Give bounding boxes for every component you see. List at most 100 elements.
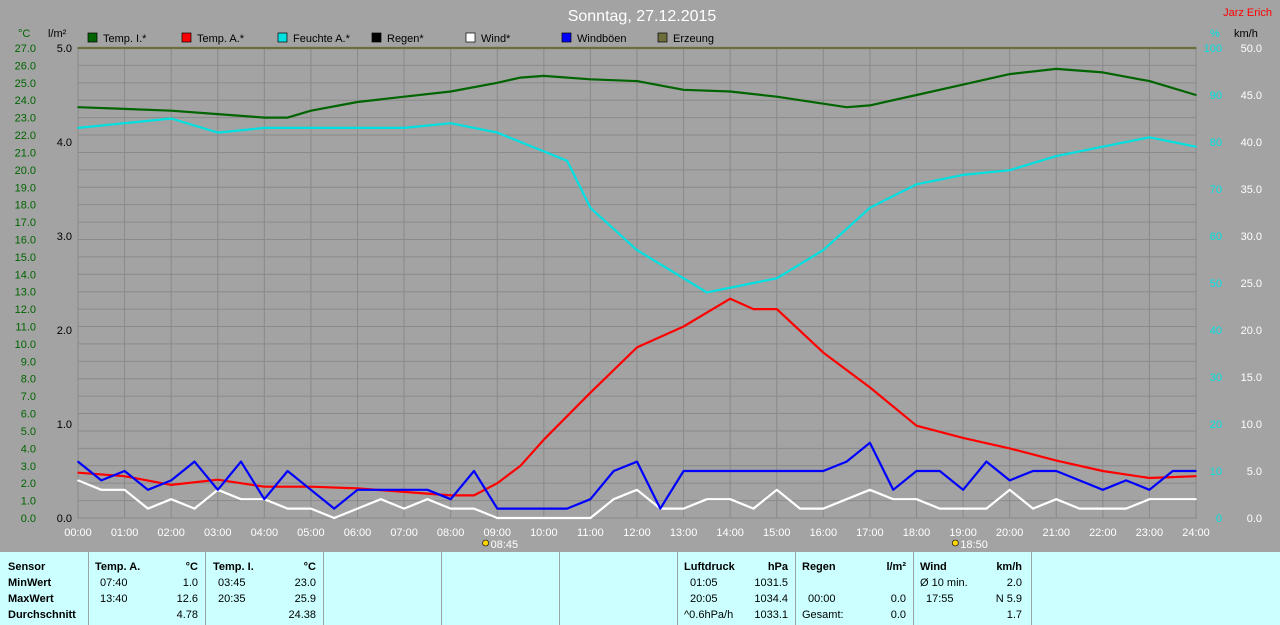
series-point bbox=[799, 470, 801, 472]
series-point bbox=[263, 498, 266, 501]
series-point bbox=[566, 517, 568, 519]
series-point bbox=[217, 131, 219, 134]
series-point bbox=[636, 80, 638, 82]
humidity-tick-label: 80 bbox=[1210, 137, 1222, 149]
rain-tick-label: 2.0 bbox=[57, 325, 72, 337]
temp-tick-label: 14.0 bbox=[15, 269, 36, 281]
series-point bbox=[869, 442, 871, 444]
x-tick-label: 23:00 bbox=[1136, 527, 1164, 539]
series-point bbox=[752, 470, 755, 472]
series-point bbox=[519, 517, 522, 519]
series-point bbox=[845, 498, 848, 501]
rain-value: 0.0 bbox=[890, 593, 906, 605]
temp-tick-label: 22.0 bbox=[15, 130, 36, 142]
series-point bbox=[892, 498, 894, 501]
sun-icon bbox=[482, 539, 489, 547]
sun-time-label: 18:50 bbox=[960, 539, 988, 551]
rain-tick-label: 3.0 bbox=[57, 231, 72, 243]
series-point bbox=[636, 47, 638, 49]
series-point bbox=[1102, 489, 1104, 491]
series-point bbox=[1055, 498, 1058, 501]
humidity-axis-unit: % bbox=[1210, 28, 1220, 40]
series-point bbox=[449, 90, 452, 93]
x-tick-label: 07:00 bbox=[390, 527, 418, 539]
series-point bbox=[1171, 470, 1174, 472]
series-point bbox=[543, 507, 545, 510]
series-point bbox=[310, 489, 312, 491]
temp-i-unit: °C bbox=[303, 561, 316, 573]
series-point bbox=[962, 83, 964, 86]
series-point bbox=[496, 517, 499, 519]
legend-swatch bbox=[657, 32, 668, 43]
series-point bbox=[77, 127, 79, 129]
series-point bbox=[589, 498, 592, 501]
series-point bbox=[426, 489, 429, 491]
temp-i-min-value: 23.0 bbox=[294, 577, 316, 589]
temp-tick-label: 20.0 bbox=[15, 165, 36, 177]
series-point bbox=[356, 127, 359, 129]
divider bbox=[88, 552, 89, 625]
divider bbox=[205, 552, 206, 625]
x-tick-label: 02:00 bbox=[157, 527, 185, 539]
series-point bbox=[729, 286, 731, 289]
legend: Temp. I.* Temp. A.* Feuchte A.* Regen* Wind*… bbox=[87, 32, 714, 45]
legend-label: Temp. A.* bbox=[197, 33, 245, 45]
legend-label: Temp. I.* bbox=[103, 33, 147, 45]
series-point bbox=[403, 489, 405, 491]
series-point bbox=[1102, 47, 1104, 49]
series-point bbox=[543, 438, 545, 441]
temp-tick-label: 0.0 bbox=[21, 513, 36, 525]
series-point bbox=[776, 95, 778, 98]
series-point bbox=[752, 507, 755, 510]
series-point bbox=[147, 507, 149, 510]
wind-tick-label: 0.0 bbox=[1247, 513, 1262, 525]
x-tick-label: 12:00 bbox=[623, 527, 651, 539]
legend-swatch bbox=[87, 32, 98, 43]
x-tick-label: 08:00 bbox=[437, 527, 465, 539]
wind-tick-label: 40.0 bbox=[1241, 137, 1262, 149]
temp-a-min-value: 1.0 bbox=[182, 577, 198, 589]
x-tick-label: 04:00 bbox=[251, 527, 279, 539]
chart-title: Sonntag, 27.12.2015 bbox=[568, 8, 717, 25]
series-point bbox=[1055, 470, 1058, 472]
series-point bbox=[1102, 470, 1104, 472]
series-point bbox=[496, 482, 499, 485]
series-point bbox=[589, 517, 592, 519]
series-point bbox=[706, 291, 708, 294]
series-point bbox=[123, 122, 126, 124]
series-point bbox=[263, 47, 266, 49]
series-point bbox=[1195, 498, 1197, 501]
pressure-min-value: 1031.5 bbox=[754, 577, 788, 589]
series-line bbox=[77, 117, 1197, 294]
wind-avg10-label: Ø 10 min. bbox=[920, 577, 968, 589]
x-tick-label: 19:00 bbox=[949, 527, 977, 539]
series-point bbox=[1125, 479, 1127, 482]
series-point bbox=[1055, 68, 1058, 70]
series-point bbox=[729, 498, 731, 501]
x-tick-label: 18:00 bbox=[903, 527, 931, 539]
series-point bbox=[310, 109, 312, 112]
divider bbox=[677, 552, 678, 625]
series-point bbox=[822, 351, 825, 354]
legend-label: Erzeung bbox=[673, 33, 714, 45]
series-point bbox=[589, 78, 592, 81]
series-point bbox=[123, 470, 126, 472]
series-point bbox=[915, 424, 918, 427]
wind-tick-label: 30.0 bbox=[1241, 231, 1262, 243]
series-point bbox=[636, 460, 638, 463]
x-tick-label: 01:00 bbox=[111, 527, 139, 539]
wind-avg10-value: 2.0 bbox=[1006, 577, 1022, 589]
wind-tick-label: 45.0 bbox=[1241, 90, 1262, 102]
temp-tick-label: 11.0 bbox=[15, 322, 36, 334]
series-point bbox=[682, 470, 685, 472]
temp-tick-label: 15.0 bbox=[15, 252, 36, 264]
x-tick-label: 09:00 bbox=[483, 527, 511, 539]
series-point bbox=[403, 491, 405, 493]
temp-tick-label: 8.0 bbox=[21, 374, 36, 386]
legend-label: Feuchte A.* bbox=[293, 33, 351, 45]
series-point bbox=[240, 460, 242, 463]
series-point bbox=[636, 346, 638, 349]
rain-time: 00:00 bbox=[808, 593, 836, 605]
series-point bbox=[822, 47, 825, 49]
series-point bbox=[682, 89, 685, 91]
